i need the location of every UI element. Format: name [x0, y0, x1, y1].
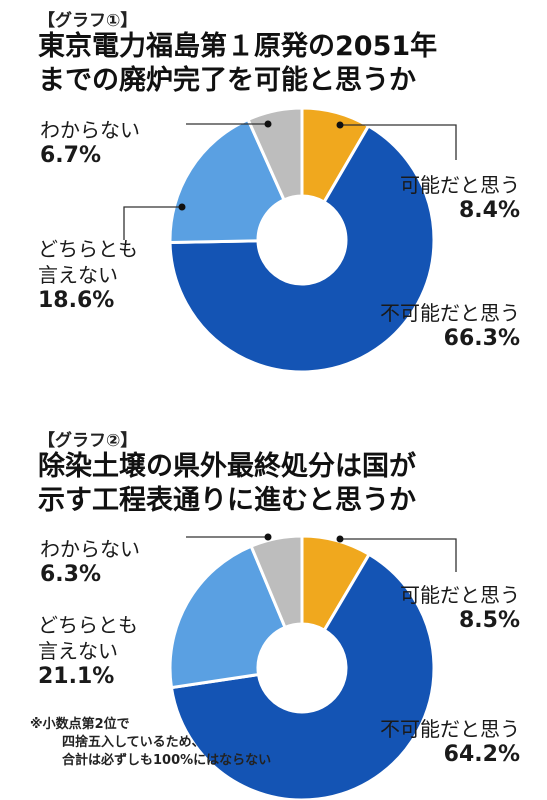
- label-fukanou: 不可能だと思う 66.3%: [380, 301, 520, 351]
- footnote: ※小数点第2位で 四捨五入しているため、 合計は必ずしも100%にはならない: [30, 717, 272, 768]
- chart-tag: 【グラフ②】: [38, 431, 138, 451]
- donut-slice-wakaranai: [246, 106, 304, 202]
- chart-title-line-1: 東京電力福島第１原発の2051年: [38, 31, 438, 62]
- leader-dot-kanou: [336, 121, 344, 129]
- donut-slice-dochira: [168, 117, 287, 245]
- chart-panel-2: 【グラフ②】 除染土壌の県外最終処分は国が 示す工程表通りに進むと思うか わから…: [0, 420, 547, 800]
- chart-panel-1: 【グラフ①】 東京電力福島第１原発の2051年 までの廃炉完了を可能と思うか わ…: [38, 11, 520, 374]
- chart-tag: 【グラフ①】: [38, 11, 138, 31]
- donut-chart-1: [123, 106, 457, 374]
- label-wakaranai: わからない 6.3%: [40, 537, 140, 587]
- label-dochira: どちらとも 言えない 21.1%: [38, 613, 138, 689]
- leader-dot-kanou: [336, 535, 344, 543]
- label-fukanou: 不可能だと思う 64.2%: [380, 717, 520, 767]
- donut-slice-fukanou: [169, 552, 436, 800]
- donut-slice-dochira: [168, 544, 288, 690]
- label-kanou: 可能だと思う 8.5%: [400, 583, 520, 633]
- chart-title-line-2: までの廃炉完了を可能と思うか: [38, 65, 416, 96]
- leader-line-kanou: [340, 538, 457, 572]
- leader-dot-wakaranai: [264, 533, 272, 541]
- leader-dot-dochira: [178, 203, 186, 211]
- label-wakaranai: わからない 6.7%: [40, 118, 140, 168]
- donut-slice-fukanou: [168, 123, 436, 374]
- donut-slice-wakaranai: [249, 534, 304, 630]
- label-kanou: 可能だと思う 8.4%: [400, 173, 520, 223]
- chart-title-line-2: 示す工程表通りに進むと思うか: [38, 485, 416, 516]
- label-dochira: どちらとも 言えない 18.6%: [38, 237, 138, 313]
- leader-line-dochira: [123, 206, 182, 240]
- leader-dot-wakaranai: [264, 120, 272, 128]
- donut-chart-2: [168, 533, 457, 800]
- chart-title-line-1: 除染土壌の県外最終処分は国が: [38, 451, 416, 482]
- leader-line-kanou: [340, 124, 457, 160]
